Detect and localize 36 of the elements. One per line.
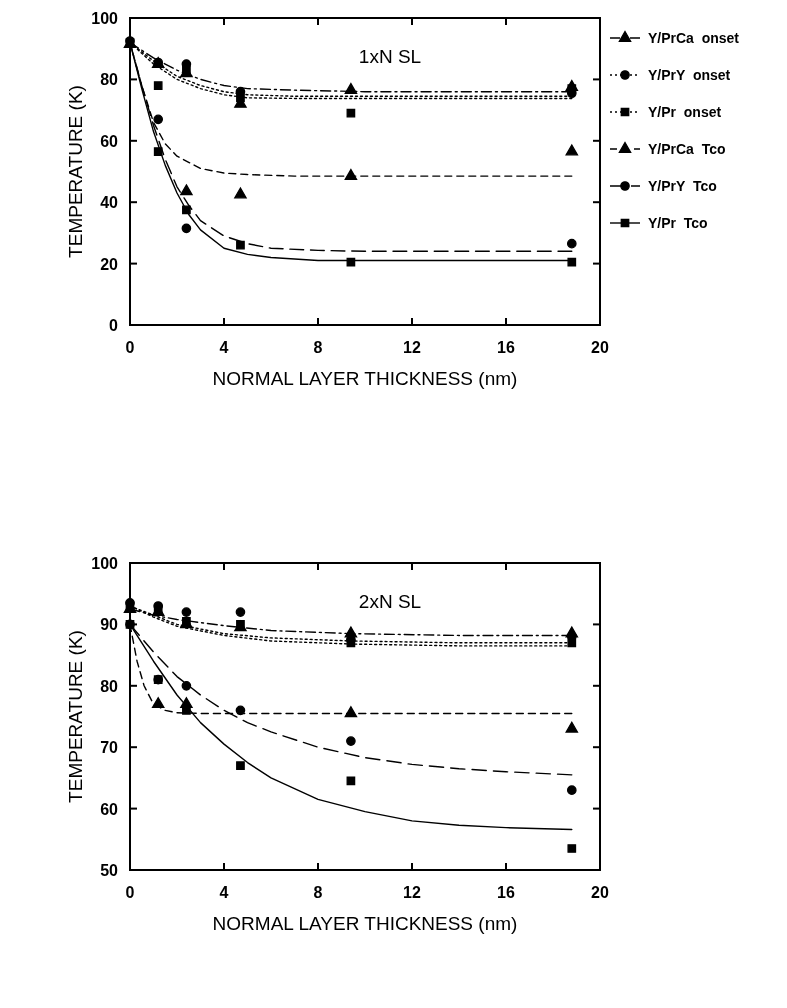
y-tick-label: 70 [100,739,119,757]
y-tick-label: 20 [100,255,119,273]
y-tick-label: 60 [100,132,119,150]
text: 1xN SL [358,46,422,67]
y-tick-label: 40 [100,194,119,212]
x-tick-label: 8 [313,339,323,356]
y-tick-label: 50 [100,862,119,879]
x-tick-label: 16 [497,884,515,901]
x-tick-label: 12 [403,339,421,356]
y-tick-label: 90 [100,616,119,634]
text: 2xN SL [358,591,422,612]
y-tick-label: 0 [109,317,119,334]
y-axis-title: TEMPERATURE (K) [65,85,86,258]
legend-label: Y/PrY Tco [648,178,717,194]
x-tick-label: 8 [313,884,323,901]
legend-label: Y/Pr onset [648,104,722,120]
legend-label: Y/PrY onset [648,67,731,83]
y-tick-label: 100 [91,10,119,27]
x-tick-label: 4 [219,884,229,901]
x-tick-label: 16 [497,339,515,356]
x-tick-label: 12 [403,884,421,901]
x-tick-label: 0 [125,339,135,356]
x-axis-title: NORMAL LAYER THICKNESS (nm) [212,913,518,934]
x-tick-label: 4 [219,339,229,356]
legend-label: Y/PrCa onset [648,30,740,46]
y-tick-label: 80 [100,677,119,695]
legend-label: Y/Pr Tco [648,215,708,231]
x-tick-label: 0 [125,884,135,901]
x-axis-title: NORMAL LAYER THICKNESS (nm) [212,368,518,389]
x-tick-label: 20 [591,884,609,901]
legend-label: Y/PrCa Tco [648,141,726,157]
y-tick-label: 60 [100,800,119,818]
y-tick-label: 100 [91,555,119,572]
y-axis-title: TEMPERATURE (K) [65,630,86,803]
x-tick-label: 20 [591,339,609,356]
y-tick-label: 80 [100,71,119,89]
